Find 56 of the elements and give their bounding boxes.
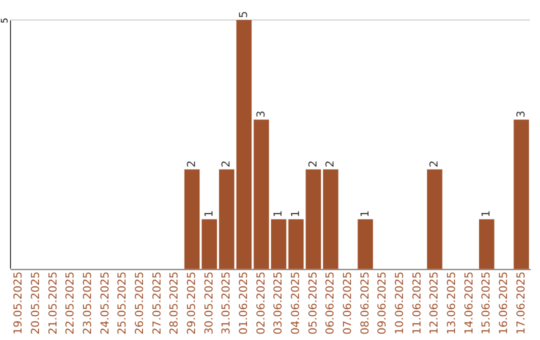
data-label: 2 (428, 160, 441, 168)
bar (288, 219, 304, 269)
bar (358, 219, 373, 269)
x-tick-label: 27.05.2025 (150, 272, 164, 334)
bar (479, 219, 494, 269)
data-label: 2 (306, 160, 320, 168)
x-tick-label: 24.05.2025 (98, 272, 112, 334)
x-tick-label: 09.06.2025 (376, 272, 389, 334)
bar (514, 120, 529, 269)
data-label: 3 (514, 110, 528, 118)
data-label: 2 (220, 160, 233, 168)
x-tick-label: 11.06.2025 (410, 272, 424, 334)
x-tick-label: 22.05.2025 (64, 272, 77, 334)
bar (219, 169, 234, 269)
bar (427, 169, 442, 269)
x-tick-label: 20.05.2025 (29, 272, 42, 334)
x-tick-label: 23.05.2025 (81, 272, 94, 334)
x-tick-label: 25.05.2025 (116, 272, 129, 334)
x-tick-label: 30.05.2025 (202, 272, 216, 334)
data-label: 1 (289, 210, 302, 218)
data-label: 2 (324, 160, 337, 168)
bar (254, 120, 269, 269)
bar (184, 169, 200, 269)
x-tick-label: 26.05.2025 (133, 272, 146, 334)
data-label: 2 (185, 160, 198, 168)
x-tick-label: 08.06.2025 (358, 272, 372, 334)
x-tick-label: 03.06.2025 (272, 272, 285, 334)
x-tick-label: 10.06.2025 (393, 272, 406, 334)
x-tick-label: 07.06.2025 (341, 272, 354, 334)
data-label: 1 (202, 210, 216, 218)
x-tick-label: 15.06.2025 (480, 272, 493, 334)
x-tick-label: 16.06.2025 (497, 272, 510, 334)
data-label: 1 (358, 210, 372, 218)
x-tick-label: 14.06.2025 (462, 272, 476, 334)
x-tick-label: 01.06.2025 (237, 272, 250, 334)
x-tick-label: 17.06.2025 (514, 272, 528, 334)
bar (202, 219, 217, 269)
x-tick-label: 21.05.2025 (46, 272, 60, 334)
data-label: 1 (272, 210, 285, 218)
x-tick-label: 05.06.2025 (306, 272, 320, 334)
bar (323, 169, 338, 269)
x-tick-label: 02.06.2025 (254, 272, 268, 334)
data-label: 1 (480, 210, 493, 218)
data-label: 3 (254, 110, 268, 118)
bar (236, 20, 252, 269)
data-label: 5 (237, 11, 250, 18)
x-tick-label: 04.06.2025 (289, 272, 302, 334)
x-tick-label: 28.05.2025 (168, 272, 181, 334)
x-tick-label: 31.05.2025 (220, 272, 233, 334)
x-tick-label: 12.06.2025 (428, 272, 441, 334)
x-tick-label: 13.06.2025 (445, 272, 458, 334)
x-tick-label: 06.06.2025 (324, 272, 337, 334)
bar (306, 169, 321, 269)
x-tick-label: 29.05.2025 (185, 272, 198, 334)
bar (271, 219, 286, 269)
x-tick-label: 19.05.2025 (12, 272, 25, 334)
